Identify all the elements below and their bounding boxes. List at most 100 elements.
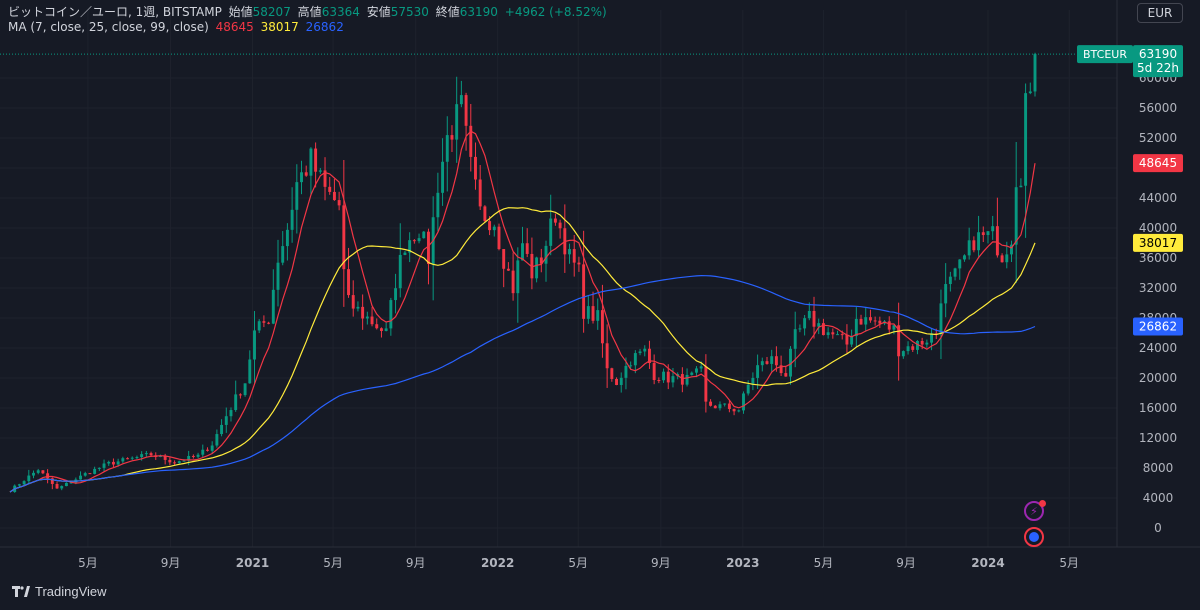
events-icon-inner — [1029, 532, 1039, 542]
candle-body — [1019, 185, 1023, 188]
candle-body — [765, 361, 769, 364]
x-tick-label: 5月 — [568, 556, 588, 570]
time-axis[interactable]: 5月 9月 2021 5月 9月 2022 5月 9月 2023 5月 9月 2024 5月 — [78, 556, 1079, 570]
candle-body — [760, 361, 764, 366]
candle-body — [332, 191, 336, 201]
candle-body — [963, 255, 966, 260]
candle-body — [831, 332, 835, 335]
candle-body — [474, 156, 477, 180]
candle-body — [516, 260, 520, 294]
candle-body — [55, 483, 59, 489]
candle-body — [130, 457, 134, 459]
candle-body — [1033, 54, 1037, 92]
moving-average-lines — [0, 53, 1117, 493]
change-value: +4962 (+8.52%) — [504, 5, 607, 19]
lightning-icon[interactable]: ⚡ — [1024, 501, 1044, 521]
candle-body — [412, 240, 416, 242]
candle-body — [568, 249, 571, 255]
candle-body — [79, 475, 82, 480]
candle-body — [521, 243, 524, 261]
candle-body — [140, 454, 144, 458]
y-tick-label: 8000 — [1143, 461, 1174, 475]
x-tick-label: 9月 — [161, 556, 181, 570]
candle-body — [713, 405, 717, 409]
candle-body — [666, 371, 670, 383]
symbol-legend[interactable]: ビットコイン／ユーロ, 1週, BITSTAMP 始値58207 高値63364… — [8, 3, 610, 20]
candle-body — [384, 328, 388, 331]
candle-body — [356, 306, 360, 309]
candle-body — [478, 179, 482, 207]
currency-button[interactable]: EUR — [1137, 3, 1183, 23]
candle-body — [821, 323, 825, 336]
candle-body — [248, 359, 252, 384]
candle-body — [506, 268, 510, 271]
candle-body — [977, 232, 981, 251]
y-tick-label: 52000 — [1139, 131, 1177, 145]
low-label: 安値 — [366, 5, 391, 19]
candle-body — [915, 340, 919, 350]
candle-body — [83, 473, 87, 476]
candle-body — [680, 374, 684, 385]
candle-body — [436, 192, 440, 218]
candle-body — [901, 351, 905, 357]
candle-body — [535, 257, 539, 279]
candle-body — [379, 328, 383, 331]
candle-body — [596, 310, 600, 321]
candle-body — [121, 458, 125, 462]
candle-body — [854, 318, 858, 337]
candle-body — [262, 321, 266, 323]
candle-body — [1005, 254, 1009, 263]
candle-body — [742, 393, 745, 411]
candle-body — [1000, 255, 1004, 263]
ma7-line — [9, 130, 1036, 493]
candle-body — [191, 455, 195, 457]
open-value: 58207 — [252, 5, 291, 19]
candle-body — [605, 343, 609, 369]
candle-body — [525, 243, 529, 254]
candle-body — [793, 329, 797, 349]
candle-body — [206, 449, 209, 451]
x-tick-label: 5月 — [323, 556, 343, 570]
candle-body — [285, 229, 289, 247]
candle-body — [342, 205, 346, 270]
chart-grid — [0, 0, 1200, 548]
candle-body — [502, 249, 506, 269]
tradingview-logo[interactable]: TradingView — [12, 584, 107, 599]
x-tick-label: 2023 — [726, 556, 759, 570]
y-tick-label: 44000 — [1139, 191, 1177, 205]
ma-badge — [1133, 233, 1183, 252]
y-tick-label: 32000 — [1139, 281, 1177, 295]
ma25-legend-value: 38017 — [260, 20, 299, 34]
candle-body — [27, 475, 31, 482]
candle-body — [986, 231, 990, 236]
x-tick-label: 5月 — [78, 556, 98, 570]
candle-body — [746, 384, 750, 394]
candle-body — [107, 461, 111, 464]
candle-body — [224, 416, 228, 425]
candle-body — [615, 378, 618, 385]
candle-body — [469, 125, 473, 157]
price-axis[interactable]: 0400080001200016000200002400028000320003… — [1139, 71, 1177, 535]
candle-body — [709, 401, 713, 406]
candle-body — [1010, 244, 1013, 255]
candle-body — [215, 434, 219, 446]
candle-body — [647, 348, 651, 364]
events-icon[interactable] — [1024, 527, 1044, 547]
x-tick-label: 5月 — [1059, 556, 1079, 570]
candle-body — [111, 461, 115, 465]
candle-body — [417, 238, 421, 242]
candle-body — [784, 373, 788, 377]
ma-legend[interactable]: MA (7, close, 25, close, 99, close) 4864… — [8, 20, 347, 34]
candle-body — [624, 365, 628, 378]
candle-body — [812, 310, 816, 327]
candle-body — [427, 231, 430, 265]
candle-body — [944, 284, 948, 304]
x-tick-label: 2024 — [971, 556, 1004, 570]
candle-body — [934, 333, 938, 335]
x-tick-label: 9月 — [651, 556, 671, 570]
candle-body — [779, 365, 783, 374]
candle-body — [539, 257, 543, 264]
candle-body — [309, 148, 313, 176]
candle-body — [850, 336, 854, 345]
